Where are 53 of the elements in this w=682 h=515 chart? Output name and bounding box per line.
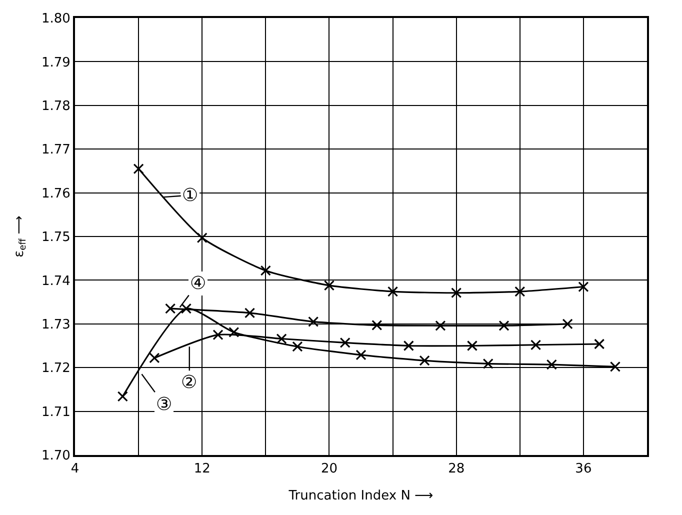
- point: [435, 320, 446, 331]
- point: [514, 286, 526, 297]
- point: [180, 303, 192, 314]
- y-tick-label: 1.72: [41, 361, 70, 376]
- y-tick-label: 1.71: [41, 404, 70, 420]
- point: [610, 361, 621, 372]
- point: [530, 340, 542, 350]
- x-axis-title: Truncation Index N ⟶: [288, 488, 434, 504]
- annotation: ①: [182, 185, 198, 206]
- point: [292, 341, 303, 352]
- point: [196, 232, 208, 244]
- x-tick-label: 12: [194, 462, 210, 477]
- point: [356, 350, 366, 360]
- annotation: ②: [181, 372, 198, 393]
- point: [372, 320, 382, 331]
- y-tick-label: 1.75: [41, 230, 70, 246]
- point: [149, 352, 160, 364]
- point: [324, 280, 335, 291]
- point: [562, 318, 573, 330]
- point: [482, 358, 494, 369]
- point: [498, 320, 510, 331]
- point: [165, 303, 176, 314]
- point: [546, 359, 557, 370]
- point: [308, 316, 319, 328]
- y-tick-label: 1.73: [41, 317, 70, 332]
- point: [228, 326, 240, 338]
- point: [117, 391, 128, 402]
- point: [594, 338, 605, 350]
- annotation: ③: [156, 394, 172, 415]
- y-tick-label: 1.77: [41, 142, 70, 158]
- point: [578, 281, 589, 292]
- x-tick-label: 20: [320, 462, 338, 477]
- x-tick-label: 28: [448, 462, 465, 477]
- x-tick-label: 4: [70, 462, 80, 477]
- point: [387, 286, 398, 297]
- point: [419, 355, 430, 366]
- y-tick-label: 1.76: [41, 186, 70, 202]
- point: [276, 333, 287, 344]
- y-tick-label: 1.79: [41, 55, 70, 70]
- point: [403, 340, 414, 352]
- point: [466, 340, 478, 352]
- point: [340, 337, 350, 348]
- point: [212, 330, 224, 340]
- point: [244, 308, 256, 318]
- y-tick-label: 1.78: [41, 98, 70, 114]
- point: [451, 288, 462, 298]
- point: [260, 265, 271, 276]
- y-tick-label: 1.80: [41, 12, 70, 27]
- y-tick-label: 1.70: [41, 448, 70, 464]
- point: [133, 163, 144, 174]
- y-tick-label: 1.74: [41, 274, 70, 289]
- annotation: ④: [190, 273, 206, 294]
- x-tick-label: 36: [575, 462, 592, 477]
